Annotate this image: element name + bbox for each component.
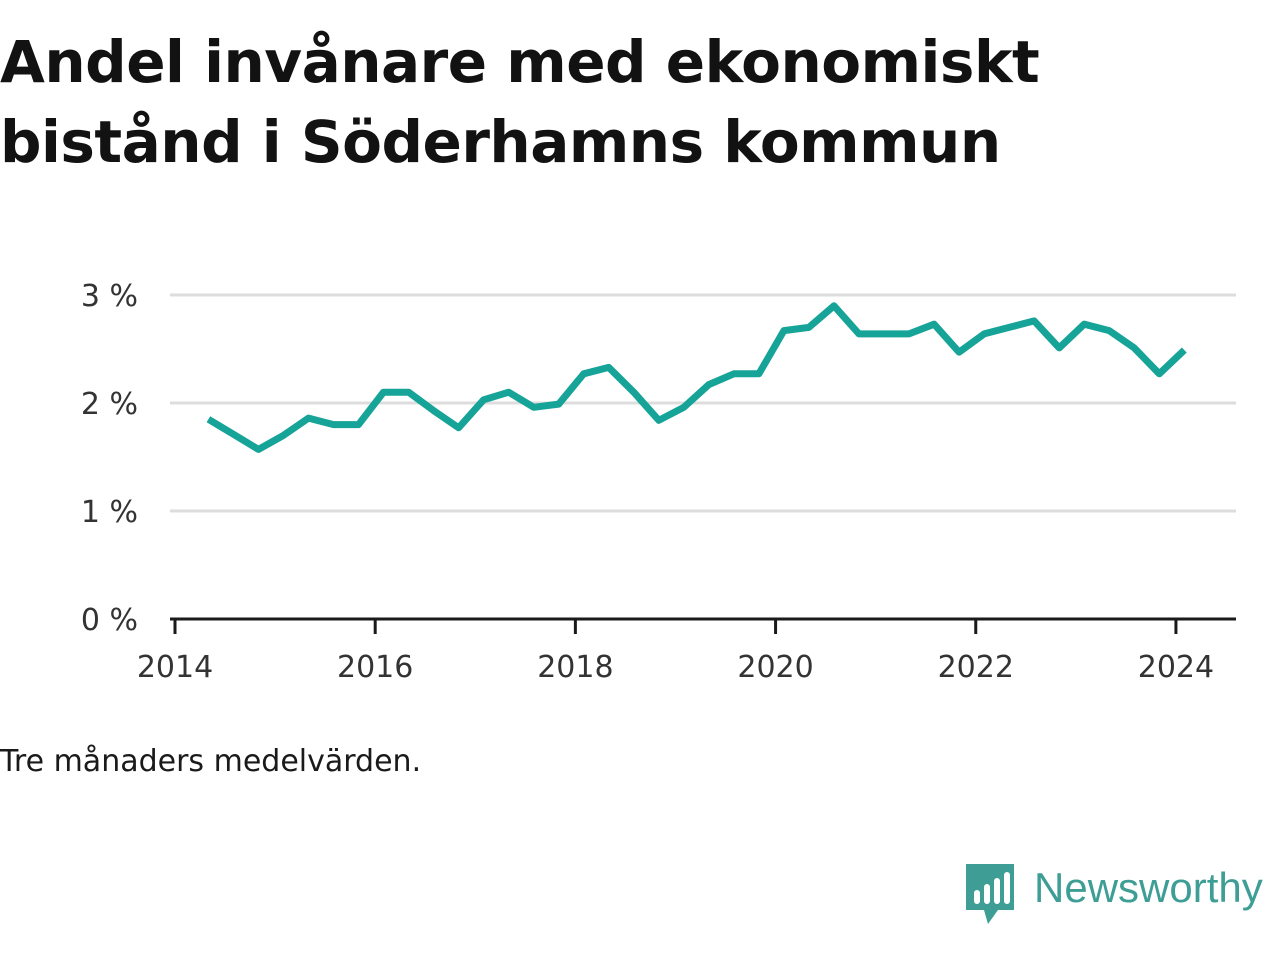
y-tick-label: 0 % xyxy=(81,603,138,638)
y-tick-label: 2 % xyxy=(81,387,138,422)
newsworthy-logo-icon xyxy=(966,864,1014,924)
x-tick-labels: 2014 2016 2018 2020 2022 2024 xyxy=(137,650,1214,685)
brand: Newsworthy xyxy=(964,862,1263,926)
x-ticks xyxy=(173,619,1178,634)
line-chart: 0 % 1 % 2 % 3 % 2014 2016 2018 2020 2022 2024 xyxy=(81,279,1236,685)
series-line xyxy=(206,302,1187,453)
x-tick-label: 2018 xyxy=(537,650,613,685)
x-tick-label: 2022 xyxy=(938,650,1014,685)
brand-name: Newsworthy xyxy=(1034,864,1263,911)
x-tick-label: 2016 xyxy=(337,650,413,685)
x-tick-label: 2014 xyxy=(137,650,213,685)
footnote: Tre månaders medelvärden. xyxy=(0,744,422,779)
x-tick-label: 2024 xyxy=(1138,650,1214,685)
y-tick-label: 1 % xyxy=(81,495,138,530)
y-tick-labels: 0 % 1 % 2 % 3 % xyxy=(81,279,138,638)
x-tick-label: 2020 xyxy=(737,650,813,685)
y-tick-label: 3 % xyxy=(81,279,138,314)
chart-title: Andel invånare med ekonomiskt bistånd i … xyxy=(0,28,1040,176)
grid-lines xyxy=(170,293,1236,513)
